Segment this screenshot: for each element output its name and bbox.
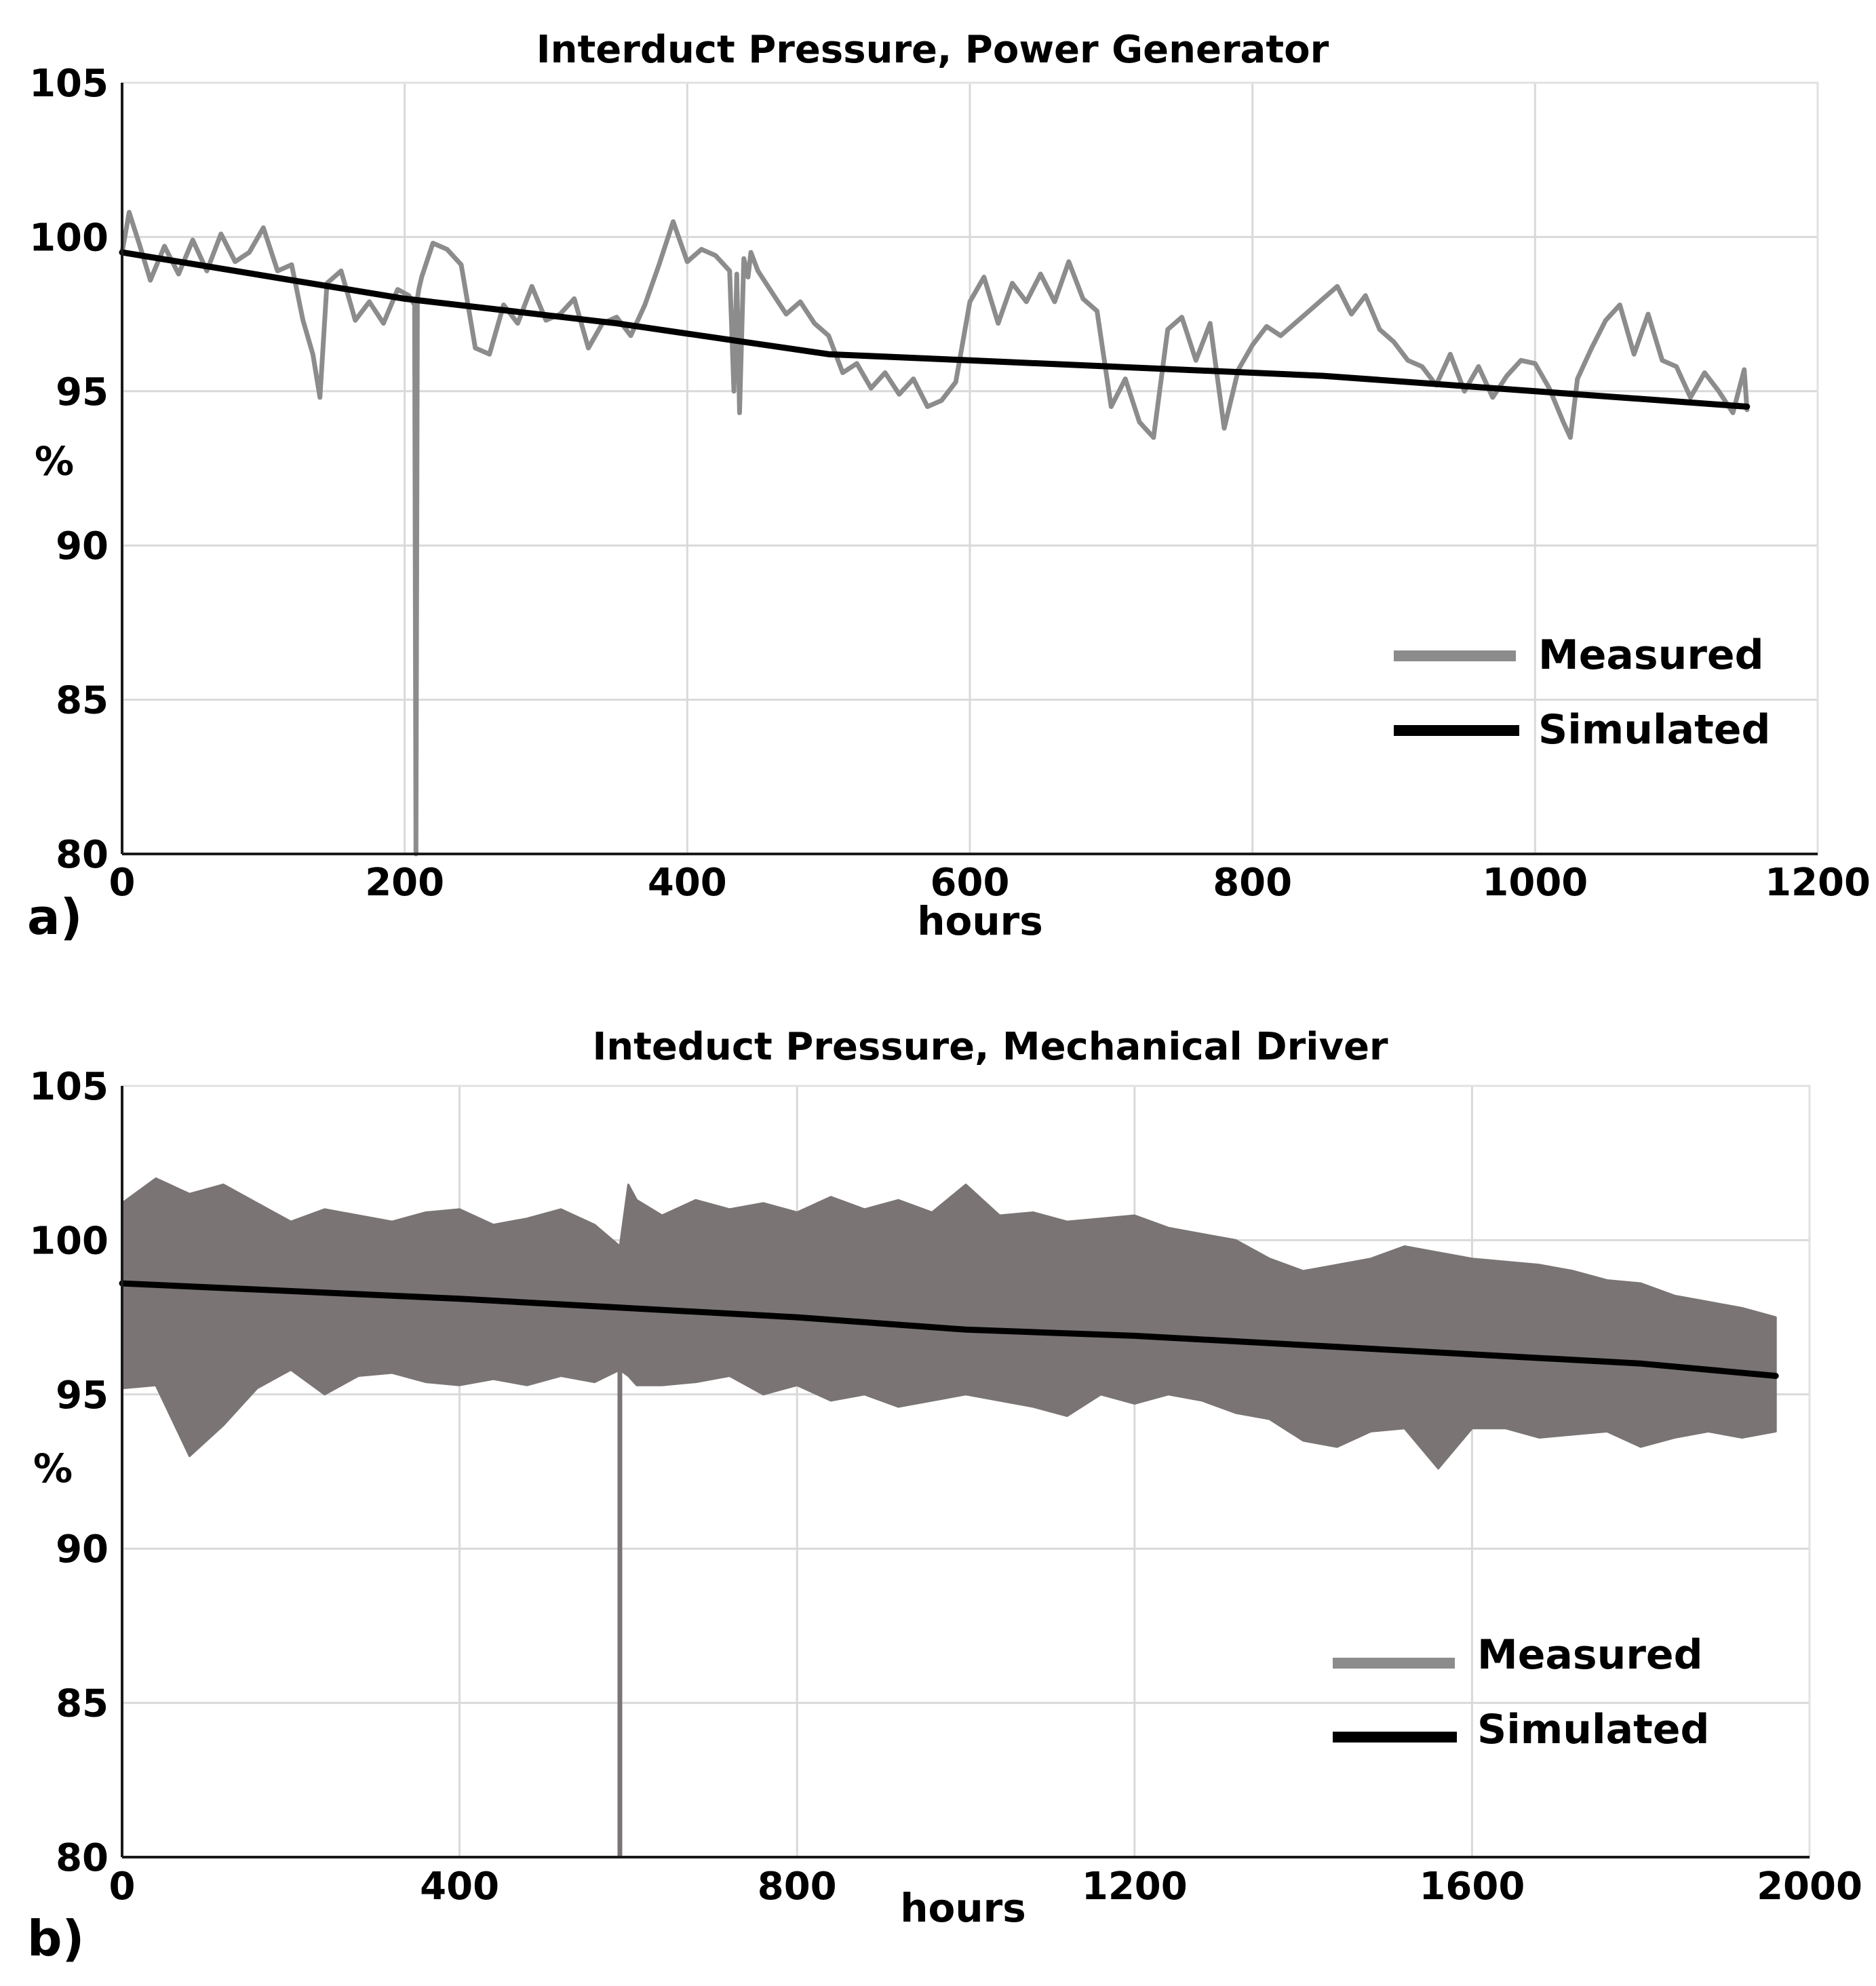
panel-a-x-tick-800: 800 [1213,861,1292,905]
panel-b-legend-simulated-label: Simulated [1477,1706,1709,1753]
panel-b-series-simulated-line [119,1280,1779,1379]
panel-a-y-tick-105: 105 [29,62,109,106]
panel-a-tick-labels: 0 200 400 600 800 1000 1200 80 85 90 95 100 105 [29,62,1871,905]
panel-a-series-simulated-line [119,249,1751,410]
panel-b-y-tick-90: 90 [56,1527,109,1572]
panel-a-series-group [119,210,1751,857]
panel-a-legend-simulated-label: Simulated [1538,706,1770,754]
panel-a-title: Interduct Pressure, Power Generator [536,28,1329,72]
panel-a-x-tick-600: 600 [931,861,1010,905]
panel-b-y-axis-label: % [33,1445,73,1492]
panel-a-label: a) [27,889,83,946]
panel-a-x-tick-0: 0 [109,861,136,905]
panel-a-y-tick-100: 100 [29,216,109,260]
panel-b-y-tick-80: 80 [56,1836,109,1880]
panel-a-x-tick-400: 400 [648,861,727,905]
panel-b-title: Inteduct Pressure, Mechanical Driver [592,1025,1388,1069]
panel-b-x-axis-label: hours [900,1885,1026,1931]
panel-b-x-tick-1200: 1200 [1082,1865,1188,1909]
panel-a-chart: Interduct Pressure, Power Generator 0 200… [27,28,1871,946]
panel-a-x-tick-1200: 1200 [1765,861,1871,905]
panel-b-tick-labels: 0 400 800 1200 1600 2000 80 85 90 95 100 105 [29,1065,1862,1909]
panel-a-series-measured-line [119,210,1750,857]
panel-a-legend: Measured Simulated [1394,631,1770,754]
panel-a-x-tick-200: 200 [365,861,444,905]
panel-b-x-tick-0: 0 [109,1865,136,1909]
panel-b-y-tick-85: 85 [56,1682,109,1726]
panel-b-series-group [119,1177,1779,1857]
panel-b-y-tick-95: 95 [56,1374,109,1418]
panel-a-x-axis-label: hours [917,898,1043,944]
panel-b-legend-measured-label: Measured [1477,1631,1703,1679]
panel-a-y-tick-80: 80 [56,833,109,877]
panel-a-y-axis-label: % [35,438,74,484]
panel-b-y-tick-105: 105 [29,1065,109,1109]
panel-a-y-tick-90: 90 [56,524,109,568]
panel-b-y-tick-100: 100 [29,1219,109,1263]
panel-a-legend-measured-label: Measured [1538,631,1764,679]
panel-b-x-tick-1600: 1600 [1419,1865,1525,1909]
panel-a-x-tick-1000: 1000 [1482,861,1588,905]
panel-b-label: b) [27,1910,84,1967]
panel-b-legend: Measured Simulated [1333,1631,1709,1753]
panel-b-x-tick-2000: 2000 [1757,1865,1862,1909]
panel-a-y-tick-95: 95 [56,370,109,414]
panel-a-y-tick-85: 85 [56,679,109,723]
panel-b-x-tick-400: 400 [420,1865,499,1909]
panel-b-series-measured-band [121,1177,1777,1470]
panel-b-x-tick-800: 800 [758,1865,837,1909]
panel-b-chart: Inteduct Pressure, Mechanical Driver 0 40… [27,1025,1862,1967]
